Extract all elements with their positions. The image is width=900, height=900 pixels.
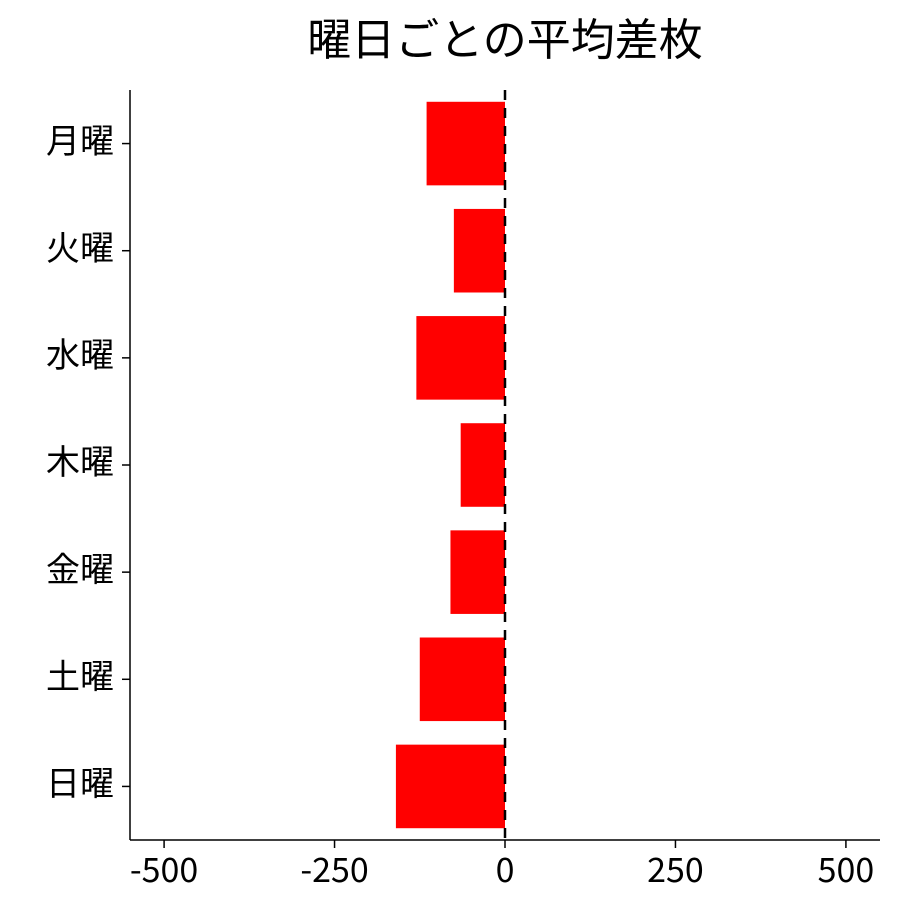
bar <box>450 530 505 614</box>
chart-title: 曜日ごとの平均差枚 <box>307 4 703 68</box>
bar <box>427 102 505 186</box>
y-tick-label: 水曜 <box>46 328 114 377</box>
chart-container: 曜日ごとの平均差枚月曜火曜水曜木曜金曜土曜日曜 -500 -250 0 250 500 <box>0 0 900 900</box>
y-tick-label: 木曜 <box>46 435 114 484</box>
bar <box>454 209 505 293</box>
x-tick-label: 500 <box>818 843 875 892</box>
bar <box>416 316 505 400</box>
bar <box>420 638 505 722</box>
y-tick-label: 月曜 <box>46 114 114 163</box>
y-tick-label: 火曜 <box>46 221 114 270</box>
y-tick-label: 土曜 <box>46 650 114 699</box>
x-tick-label: -500 <box>130 843 198 892</box>
x-tick-label: 250 <box>647 843 704 892</box>
y-tick-label: 日曜 <box>46 757 114 806</box>
x-tick-label: 0 <box>496 843 515 892</box>
bar <box>461 423 505 507</box>
chart-svg: 曜日ごとの平均差枚月曜火曜水曜木曜金曜土曜日曜 -500 -250 0 250 500 <box>0 0 900 900</box>
y-tick-label: 金曜 <box>46 542 114 591</box>
bar <box>396 745 505 829</box>
x-tick-label: -250 <box>300 843 368 892</box>
